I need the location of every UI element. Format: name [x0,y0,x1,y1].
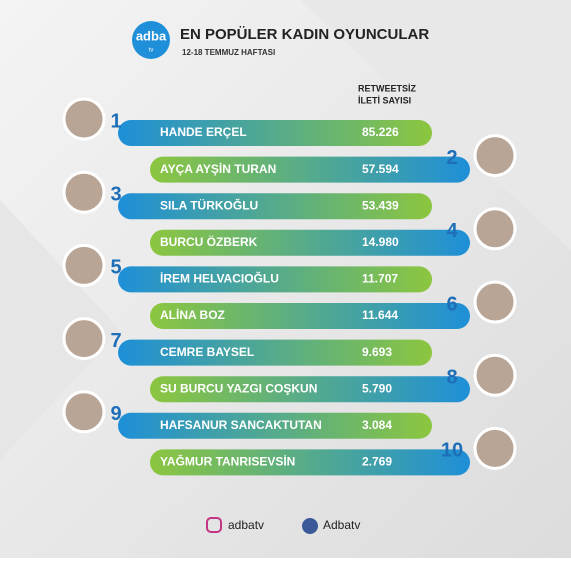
row-bar [150,303,470,329]
rank: 4 [446,220,458,242]
value: 53.439 [362,198,399,212]
value: 57.594 [362,162,399,176]
photo [473,207,517,251]
rank: 8 [446,366,457,388]
row-bar [118,339,432,366]
value: 5.790 [362,381,392,395]
value: 9.693 [362,345,392,359]
logo-sub: tv [149,48,154,54]
row-bar [118,266,432,293]
value: 2.769 [362,455,392,469]
photo [62,390,106,434]
row-bar [150,156,470,183]
title: EN POPÜLER KADIN OYUNCULAR [180,26,429,43]
photo [473,134,517,178]
row-bar [150,376,470,403]
name: İREM HELVACIOĞLU [160,271,279,286]
row-bar [118,412,432,439]
photo [473,426,517,470]
name: HAFSANUR SANCAKTUTAN [160,418,322,432]
name: AYÇA AYŞİN TURAN [160,161,276,176]
photo [62,243,106,287]
decor [300,0,571,250]
rank: 2 [446,147,457,169]
rank: 6 [446,293,457,315]
name: CEMRE BAYSEL [160,345,254,359]
column-header: RETWEETSİZ [358,83,417,93]
rank: 9 [110,403,121,425]
rank: 10 [441,440,463,462]
name: HANDE ERÇEL [160,125,247,139]
name: YAĞMUR TANRISEVSİN [160,454,295,469]
name: ALİNA BOZ [160,307,225,322]
name: BURCU ÖZBERK [160,234,258,249]
row-bar [150,449,470,476]
photo [62,97,106,141]
column-header: İLETİ SAYISI [358,95,411,105]
facebook-icon [302,518,318,534]
value: 11.707 [362,272,398,286]
value: 11.644 [362,308,398,322]
photo [473,353,517,397]
logo-circle [132,21,170,59]
value: 14.980 [362,235,399,249]
name: SU BURCU YAZGI COŞKUN [160,381,317,395]
value: 3.084 [362,418,392,432]
facebook-handle: Adbatv [323,518,360,532]
value: 85.226 [362,125,399,139]
row-bar [118,193,432,220]
rank: 3 [110,183,121,205]
subtitle: 12-18 TEMMUZ HAFTASI [182,48,275,57]
instagram-handle: adbatv [228,518,264,532]
row-bar [150,229,470,256]
rank: 1 [110,110,121,132]
rank: 5 [110,257,121,279]
photo [473,280,517,324]
logo-text: adba [136,28,167,43]
photo [62,170,106,214]
row-bar [118,120,432,146]
photo [62,317,106,361]
name: SILA TÜRKOĞLU [160,197,258,212]
decor [0,200,120,460]
rank: 7 [110,330,121,352]
instagram-icon [206,517,222,533]
